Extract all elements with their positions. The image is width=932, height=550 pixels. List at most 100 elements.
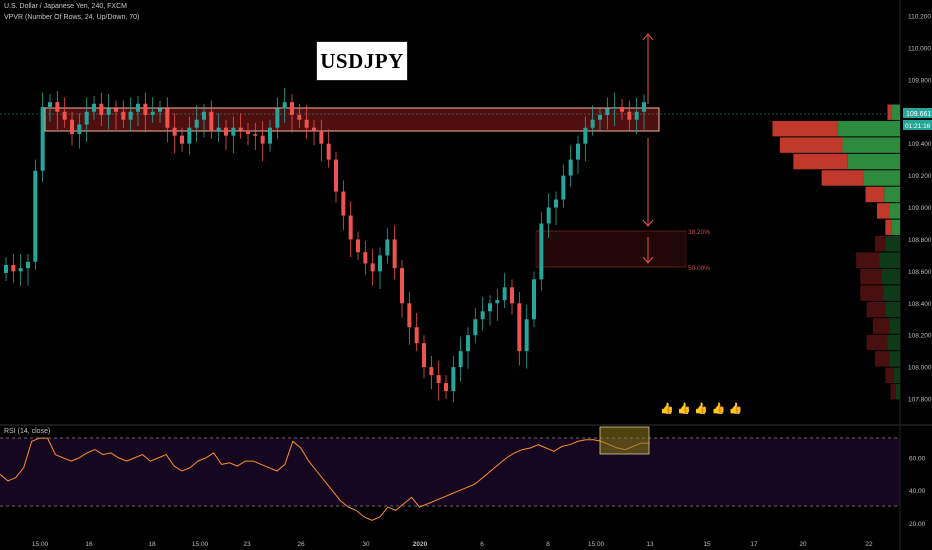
vp-up-bar: [889, 203, 900, 219]
time-tick-label: 15:00: [192, 541, 209, 548]
time-axis: 15:00 16 18 15:00 23 26 30 2020 6 8 15:00 13 15 17 20 2…: [32, 541, 873, 548]
candle-body: [334, 159, 338, 192]
time-tick-label: 22: [865, 541, 873, 548]
candle-body: [231, 127, 236, 136]
candle-body: [84, 111, 89, 125]
vp-up-bar: [883, 285, 900, 301]
vp-down-bar: [856, 252, 880, 268]
vp-up-bar: [879, 252, 900, 268]
candle-body: [290, 102, 294, 115]
vp-down-bar: [865, 186, 885, 203]
rsi-line: [0, 437, 649, 521]
candlestick-series[interactable]: [4, 87, 646, 403]
candle-body: [4, 264, 8, 273]
candle-body: [598, 114, 602, 120]
current-price-tag: [903, 108, 932, 118]
candle-body: [392, 239, 397, 269]
vp-down-bar: [885, 367, 894, 384]
candle-body: [143, 103, 148, 115]
candle-body: [495, 300, 500, 304]
candle-body: [576, 143, 580, 160]
vp-down-bar: [821, 170, 864, 186]
candle-body: [180, 135, 184, 144]
vp-up-bar: [885, 236, 900, 252]
candle-body: [26, 261, 30, 269]
vp-up-bar: [842, 137, 900, 153]
time-tick-label: 15:00: [32, 541, 49, 548]
candle-body: [422, 343, 426, 368]
candle-body: [634, 111, 639, 120]
candle-body: [121, 111, 126, 120]
volume-profile: [772, 104, 900, 400]
fib-zone[interactable]: [535, 230, 687, 268]
price-tick-label: 109.200: [908, 173, 932, 180]
candle-body: [510, 287, 514, 304]
vp-down-bar: [866, 301, 886, 318]
candle-body: [246, 130, 250, 135]
vp-up-bar: [847, 153, 900, 170]
candle-body: [48, 102, 52, 107]
candle-body: [114, 108, 118, 112]
time-tick-label: 30: [362, 541, 370, 548]
candle-body: [128, 111, 133, 120]
indicator-header: VPVR (Number Of Rows, 24, Up/Down, 70): [4, 14, 140, 21]
candle-body: [407, 303, 412, 328]
vp-up-bar: [891, 219, 900, 236]
vp-down-bar: [866, 334, 888, 351]
candle-body: [605, 108, 610, 115]
candle-body: [216, 127, 221, 131]
vp-down-bar: [890, 384, 896, 400]
candle-body: [568, 159, 573, 176]
time-tick-label: 15: [703, 541, 711, 548]
candle-body: [158, 108, 162, 112]
vp-down-bar: [877, 203, 890, 219]
candle-body: [466, 335, 470, 352]
candle-body: [436, 375, 441, 384]
candle-body: [106, 108, 111, 115]
time-tick-label: 26: [297, 541, 305, 548]
rsi-highlight-box[interactable]: [599, 426, 650, 455]
arrow-down-low: [642, 237, 654, 264]
vp-down-bar: [860, 285, 884, 301]
price-tick-label: 108.600: [908, 269, 932, 276]
vp-down-bar: [772, 120, 838, 137]
countdown-label: 01:21:16: [905, 123, 931, 130]
candle-body: [62, 111, 67, 120]
arrow-down-mid: [642, 138, 654, 227]
candle-body: [451, 367, 456, 392]
candle-body: [642, 102, 646, 112]
candle-body: [172, 127, 177, 136]
main-pane[interactable]: [0, 0, 900, 423]
candle-body: [33, 170, 38, 262]
rsi-axis: 60.00 40.00 20.00: [909, 455, 926, 528]
time-tick-label: 2020: [413, 541, 428, 548]
candle-body: [583, 127, 588, 144]
candle-body: [561, 175, 566, 200]
candle-body: [238, 127, 243, 131]
time-tick-label: 20: [799, 541, 807, 548]
vp-down-bar: [860, 268, 882, 285]
vp-down-bar: [793, 153, 848, 170]
time-tick-label: 13: [646, 541, 654, 548]
vp-up-bar: [887, 334, 900, 351]
time-tick-label: 15:00: [588, 541, 605, 548]
vp-down-bar: [874, 351, 890, 367]
candle-body: [348, 215, 353, 240]
candle-body: [326, 143, 331, 160]
candle-body: [312, 127, 316, 131]
candle-body: [77, 124, 82, 135]
candle-body: [341, 191, 346, 216]
vp-up-bar: [895, 384, 900, 400]
vp-up-bar: [889, 318, 900, 334]
candle-body: [194, 119, 199, 128]
candle-body: [224, 127, 228, 136]
time-tick-label: 17: [750, 541, 758, 548]
candle-body: [385, 239, 390, 256]
candle-body: [429, 367, 434, 376]
candle-body: [444, 383, 448, 392]
candle-body: [70, 119, 74, 135]
candle-body: [612, 106, 617, 109]
candle-body: [378, 255, 382, 272]
vp-down-bar: [872, 318, 890, 334]
